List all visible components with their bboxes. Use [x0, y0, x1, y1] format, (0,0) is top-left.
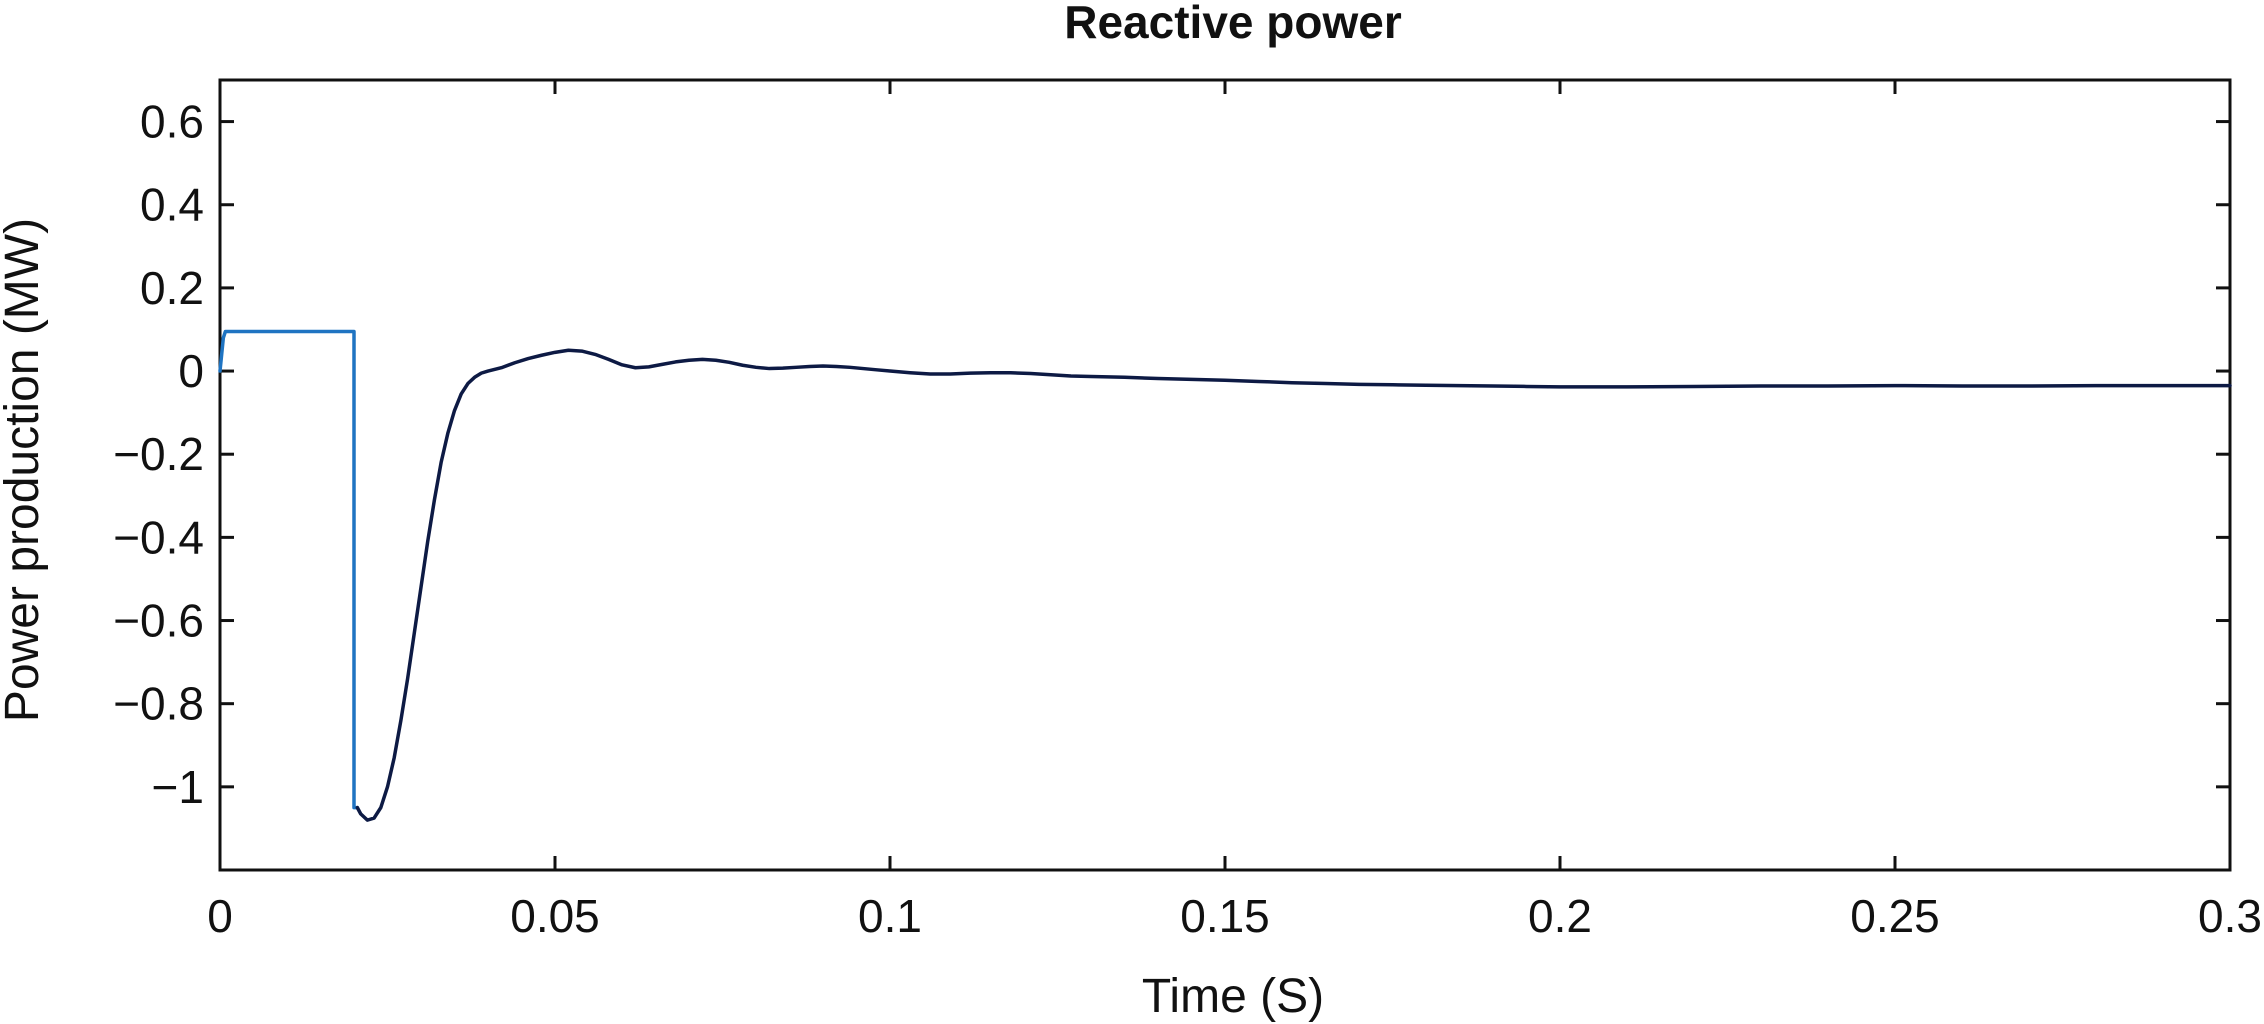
- x-tick-label: 0.1: [858, 890, 922, 942]
- x-axis-ticks: 0 0.05 0.1 0.15 0.2 0.25 0.3: [207, 80, 2262, 942]
- y-axis-label: Power production (MW): [0, 218, 49, 722]
- series-line-1: [218, 329, 360, 810]
- y-tick-label: 0.6: [140, 96, 204, 148]
- y-tick-label: 0.4: [140, 179, 204, 231]
- y-tick-label: 0.2: [140, 262, 204, 314]
- plot-area-frame: [218, 78, 2232, 872]
- x-tick-label: 0.2: [1528, 890, 1592, 942]
- x-tick-label: 0.3: [2198, 890, 2262, 942]
- y-tick-label: −0.8: [113, 678, 204, 730]
- x-tick-label: 0.25: [1850, 890, 1940, 942]
- y-axis-ticks: 0.6 0.4 0.2 0 −0.2 −0.4 −0.6 −0.8 −1: [113, 96, 2230, 813]
- chart-title: Reactive power: [1064, 0, 1402, 48]
- x-tick-label: 0: [207, 890, 233, 942]
- series-layer: [218, 329, 2232, 822]
- y-tick-label: 0: [178, 345, 204, 397]
- series-line-2: [355, 348, 2232, 822]
- x-tick-label: 0.15: [1180, 890, 1270, 942]
- y-tick-label: −0.6: [113, 595, 204, 647]
- y-tick-label: −0.2: [113, 428, 204, 480]
- y-tick-label: −1: [152, 761, 204, 813]
- x-axis-label: Time (S): [1142, 970, 1324, 1023]
- y-tick-label: −0.4: [113, 511, 204, 563]
- x-tick-label: 0.05: [510, 890, 600, 942]
